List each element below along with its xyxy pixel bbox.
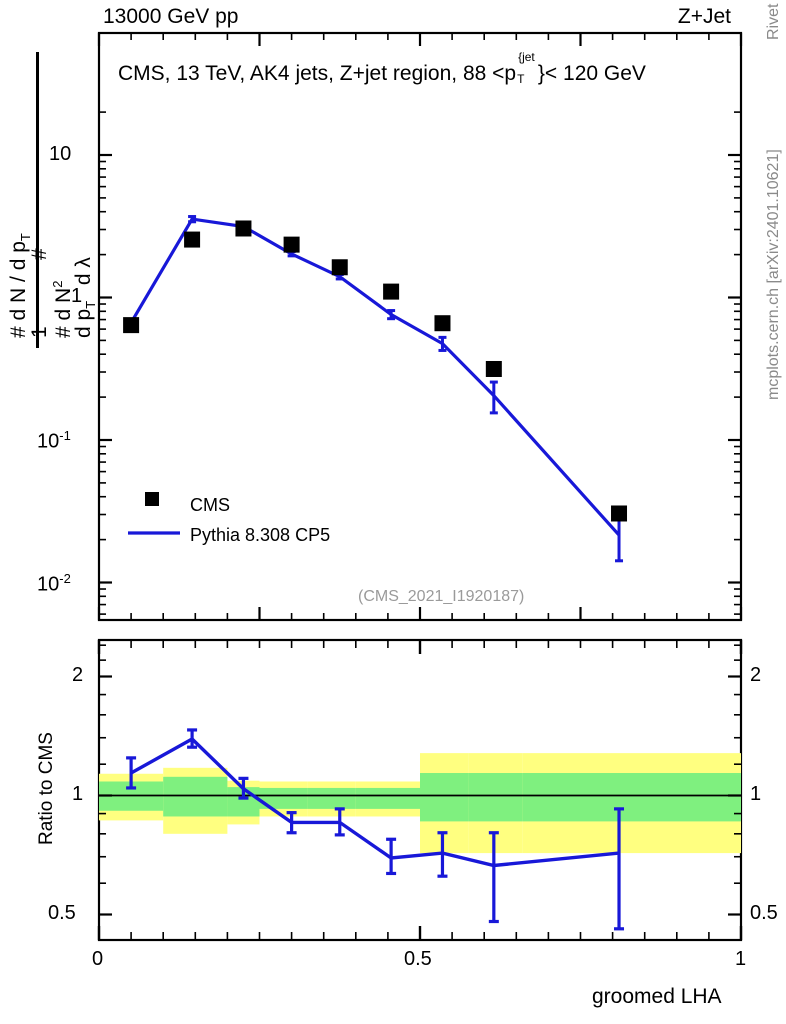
plot-title-sup: {jet: [518, 50, 535, 64]
ratio-band-inner: [355, 787, 420, 809]
ytick-label-1e-2: 10-2: [37, 571, 71, 596]
ratio-ytick-label-1-left: 1: [72, 783, 84, 805]
ratio-band-inner: [420, 773, 469, 822]
ratio-ytick-label-05-left: 0.5: [48, 902, 76, 924]
ratio-ytick-label-2-left: 2: [72, 664, 84, 686]
plot-title-main: CMS, 13 TeV, AK4 jets, Z+jet region, 88 …: [118, 62, 517, 85]
cms-data-marker: [123, 317, 140, 334]
header-left: 13000 GeV pp: [103, 5, 239, 28]
xtick-label-1: 1: [735, 948, 747, 970]
cms-data-marker: [485, 360, 502, 377]
cms-data-marker: [235, 220, 252, 237]
y-axis-label: # d N2 d pT d λ 1 # # d N / d pT: [6, 38, 98, 368]
plot-title-sub: T: [517, 72, 525, 86]
ytick-label-1: 1: [71, 285, 83, 307]
cms-data-marker: [184, 231, 201, 248]
ylabel-fraction-bar: [36, 52, 39, 348]
ratio-ytick-label-1-right: 1: [750, 783, 762, 805]
legend-label-pythia: Pythia 8.308 CP5: [190, 525, 331, 545]
cms-data-marker: [283, 236, 300, 253]
cms-data-marker: [331, 259, 348, 276]
watermark: (CMS_2021_I1920187): [358, 588, 525, 605]
header-right: Z+Jet: [677, 5, 731, 28]
legend-label-cms: CMS: [190, 495, 230, 515]
plot-title: CMS, 13 TeV, AK4 jets, Z+jet region, 88 …: [118, 50, 646, 86]
plot-title-tail: }< 120 GeV: [537, 62, 646, 85]
ytick-label-10: 10: [49, 143, 72, 165]
mc-line-main: [129, 217, 621, 537]
cms-data-marker: [383, 283, 400, 300]
x-axis-label: groomed LHA: [592, 985, 722, 1008]
cms-data-marker: [434, 315, 451, 332]
ratio-band-inner: [468, 773, 523, 822]
main-panel-frame: [97, 31, 743, 622]
legend-marker-cms: [145, 492, 159, 506]
ratio-band-inner: [259, 787, 308, 809]
ratio-ytick-label-2-right: 2: [750, 664, 762, 686]
ratio-band-inner: [307, 787, 356, 809]
xtick-label-05: 0.5: [404, 948, 432, 970]
ratio-ytick-label-05-right: 0.5: [750, 902, 778, 924]
ratio-band-inner: [163, 776, 228, 817]
cms-data-marker: [611, 505, 628, 522]
ratio-band-inner: [522, 773, 741, 822]
xtick-label-0: 0: [92, 948, 104, 970]
ytick-label-1e-1: 10-1: [37, 428, 71, 453]
